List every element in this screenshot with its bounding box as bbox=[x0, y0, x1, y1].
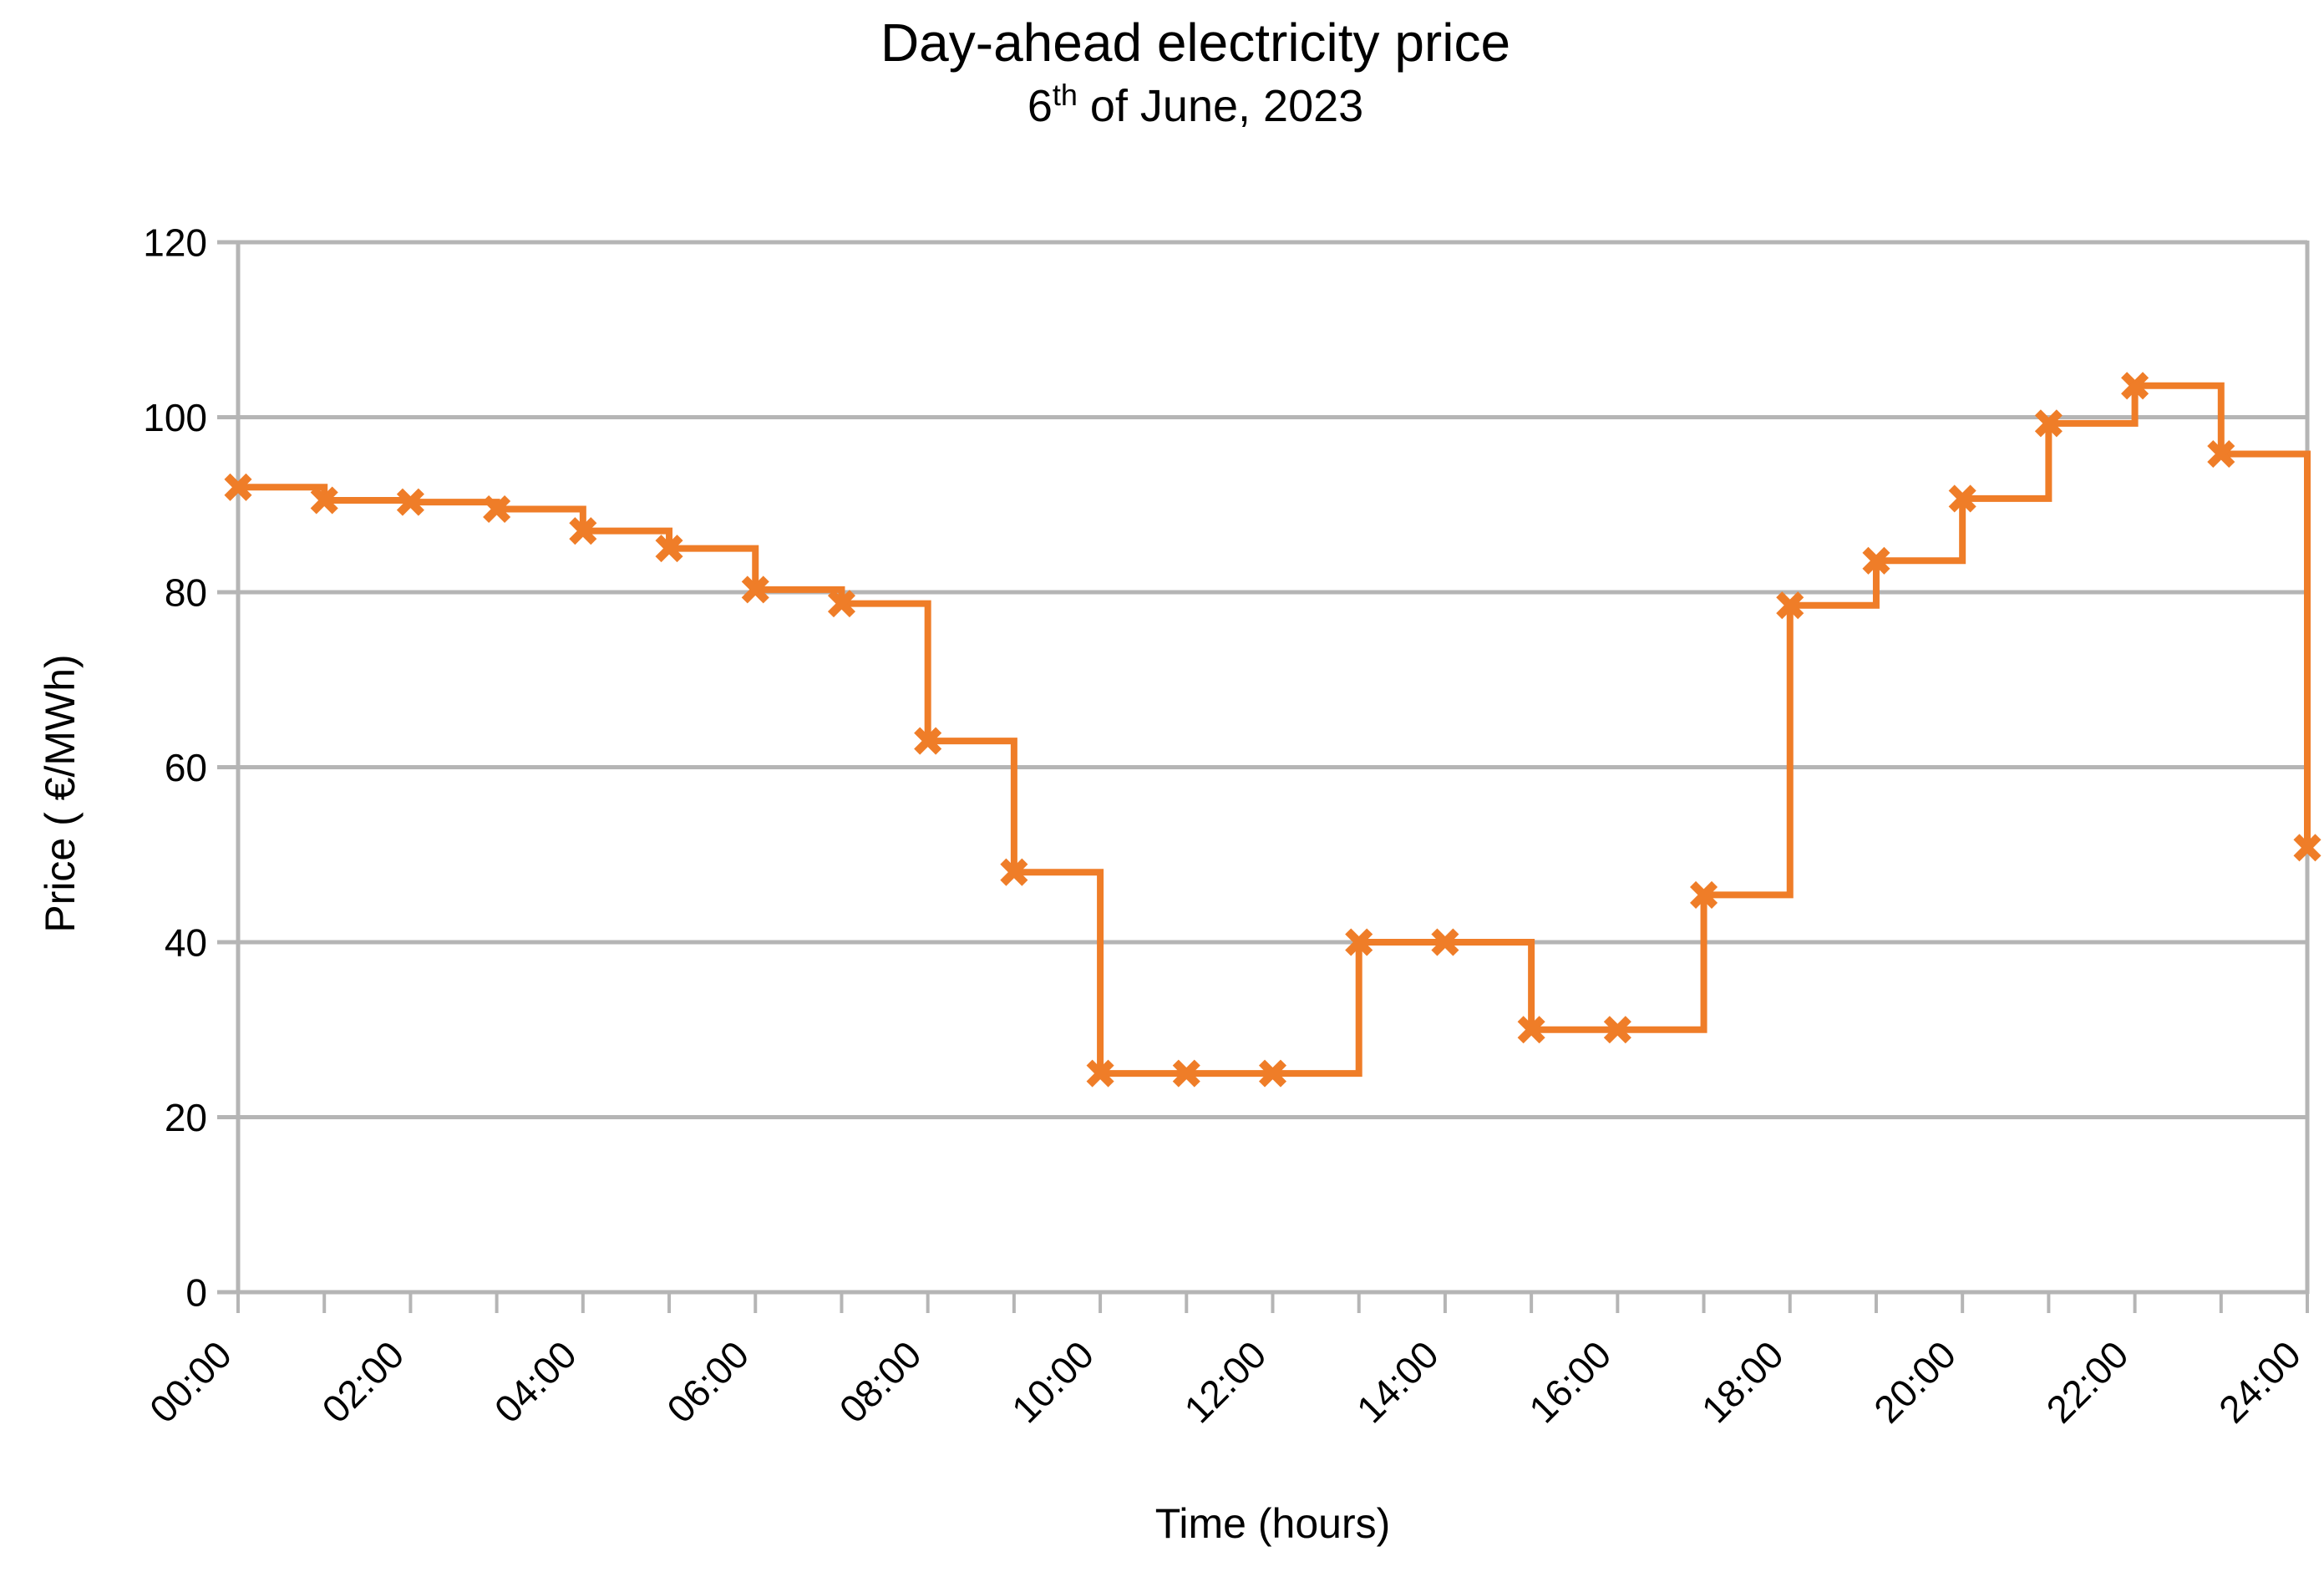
y-tick-label: 120 bbox=[143, 221, 207, 265]
y-tick-label: 60 bbox=[165, 746, 207, 789]
subtitle-ordinal: th bbox=[1052, 78, 1078, 112]
x-tick-label: 20:00 bbox=[1865, 1332, 1964, 1431]
data-marker-x-icon bbox=[2121, 372, 2149, 400]
price-step-line bbox=[238, 382, 2311, 1078]
data-marker-x-icon bbox=[1258, 1059, 1287, 1088]
data-marker-x-icon bbox=[914, 727, 942, 755]
data-marker-x-icon bbox=[2207, 439, 2235, 469]
data-marker-x-icon bbox=[1000, 858, 1028, 886]
data-marker-x-icon bbox=[1517, 1016, 1545, 1044]
data-marker-x-icon bbox=[2034, 409, 2063, 438]
data-marker-x-icon bbox=[1603, 1016, 1631, 1044]
chart-subtitle: 6th of June, 2023 bbox=[84, 80, 2307, 132]
chart-title: Day-ahead electricity price bbox=[880, 13, 1511, 73]
data-marker-x-icon bbox=[655, 535, 683, 563]
y-tick-label: 0 bbox=[185, 1271, 207, 1315]
x-tick-label: 08:00 bbox=[831, 1332, 930, 1431]
subtitle-rest: of June, 2023 bbox=[1077, 81, 1364, 131]
y-tick-label: 80 bbox=[165, 571, 207, 615]
x-tick-label: 16:00 bbox=[1520, 1332, 1619, 1431]
data-marker-x-icon bbox=[1431, 928, 1459, 956]
x-tick-label: 06:00 bbox=[658, 1332, 757, 1431]
x-tick-label: 12:00 bbox=[1175, 1332, 1274, 1431]
data-marker-x-icon bbox=[1862, 546, 1890, 575]
y-tick-label: 40 bbox=[165, 921, 207, 965]
x-tick-label: 14:00 bbox=[1348, 1332, 1447, 1431]
data-marker-x-icon bbox=[310, 486, 338, 515]
data-marker-x-icon bbox=[1345, 928, 1373, 956]
data-marker-x-icon bbox=[569, 517, 597, 545]
x-tick-label: 00:00 bbox=[141, 1332, 240, 1431]
data-marker-x-icon bbox=[224, 473, 252, 501]
data-marker-x-icon bbox=[2293, 834, 2321, 862]
data-marker-x-icon bbox=[1690, 880, 1718, 909]
subtitle-day: 6 bbox=[1027, 81, 1053, 131]
y-tick-label: 20 bbox=[165, 1096, 207, 1139]
x-tick-label: 18:00 bbox=[1693, 1332, 1792, 1431]
y-tick-label: 100 bbox=[143, 396, 207, 439]
x-tick-label: 04:00 bbox=[486, 1332, 585, 1431]
data-marker-x-icon bbox=[1172, 1059, 1200, 1088]
data-marker-x-icon bbox=[1776, 591, 1804, 620]
data-marker-x-icon bbox=[827, 590, 855, 618]
x-tick-label: 10:00 bbox=[1003, 1332, 1102, 1431]
data-marker-x-icon bbox=[396, 488, 424, 516]
data-marker-x-icon bbox=[1086, 1059, 1114, 1088]
x-tick-label: 22:00 bbox=[2037, 1332, 2136, 1431]
data-marker-x-icon bbox=[741, 576, 769, 604]
x-axis-title: Time (hours) bbox=[1154, 1500, 1391, 1547]
data-marker-x-icon bbox=[483, 494, 511, 524]
data-marker-x-icon bbox=[1948, 484, 1976, 513]
x-tick-label: 02:00 bbox=[313, 1332, 412, 1431]
x-tick-label: 24:00 bbox=[2210, 1332, 2309, 1431]
